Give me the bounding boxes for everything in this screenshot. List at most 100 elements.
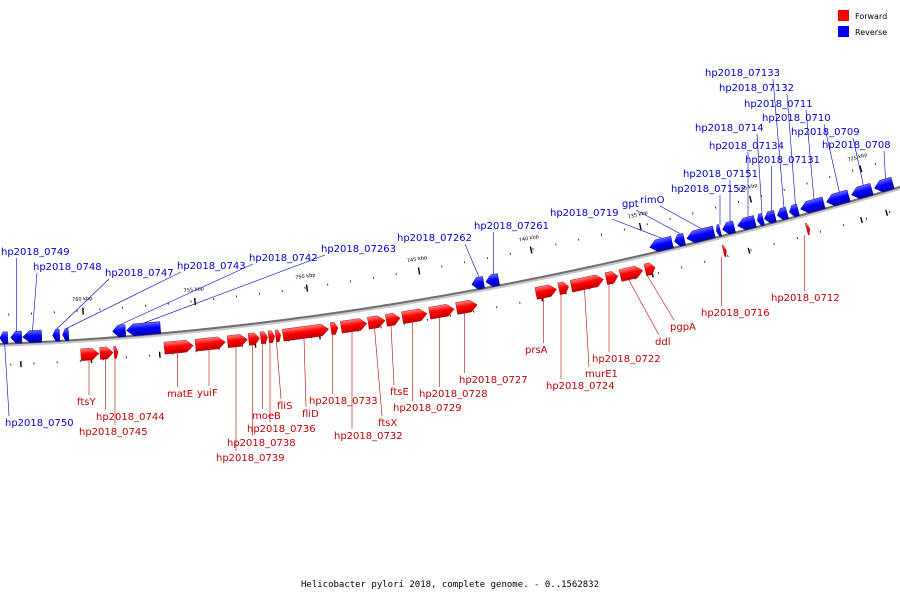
gene-label-hp2018-0712[interactable]: hp2018_0712 [771, 293, 840, 304]
gene-arrow-hp2018-0709[interactable] [850, 183, 874, 200]
gene-label-hp2018-0714[interactable]: hp2018_0714 [695, 123, 764, 134]
gene-arrow-hp2018-0724[interactable] [557, 281, 570, 295]
gene-label-hp2018-0710[interactable]: hp2018_0710 [762, 113, 831, 124]
gene-arrow-hp2018-0738[interactable] [247, 332, 260, 346]
gene-arrow-hp2018-07131[interactable] [763, 209, 777, 224]
gene-arrow-hp2018-0727[interactable] [455, 299, 479, 315]
gene-arrow-hp2018-0736[interactable] [267, 330, 275, 344]
leader-line [32, 272, 38, 331]
gene-label-hp2018-0739[interactable]: hp2018_0739 [216, 453, 285, 464]
gene-arrow-hp2018-0750[interactable] [0, 331, 9, 345]
gene-label-hp2018-0745[interactable]: hp2018_0745 [79, 427, 148, 438]
gene-label-prsa[interactable]: prsA [525, 345, 548, 356]
gene-arrow-hp2018-0714[interactable] [756, 213, 765, 227]
gene-arrow-ftsx[interactable] [367, 315, 386, 330]
gene-arrow-hp2018-0729[interactable] [401, 308, 428, 324]
gene-arrow-mate[interactable] [163, 339, 194, 355]
gene-label-hp2018-0709[interactable]: hp2018_0709 [791, 127, 860, 138]
gene-arrow-hp2018-0743[interactable] [62, 328, 70, 341]
gene-arrow-rimo[interactable] [685, 225, 716, 244]
gene-arrow-hp2018-0711[interactable] [799, 196, 826, 215]
gene-arrow-hp2018-0747[interactable] [52, 328, 61, 342]
gene-label-hp2018-0738[interactable]: hp2018_0738 [227, 438, 296, 449]
gene-arrow-hp2018-07134[interactable] [736, 215, 757, 231]
gene-arrow-ddl[interactable] [618, 265, 644, 282]
gene-label-hp2018-07152[interactable]: hp2018_07152 [671, 184, 746, 195]
gene-label-hp2018-0744[interactable]: hp2018_0744 [96, 412, 165, 423]
gene-label-hp2018-0748[interactable]: hp2018_0748 [33, 262, 102, 273]
gene-label-hp2018-0728[interactable]: hp2018_0728 [419, 389, 488, 400]
gene-arrow-hp2018-0732[interactable] [340, 317, 368, 334]
gene-label-moeb[interactable]: moeB [252, 411, 281, 422]
gene-arrow-hp2018-0749[interactable] [10, 330, 23, 344]
gene-arrow-hp2018-07132[interactable] [788, 203, 800, 218]
leader-line [823, 123, 840, 193]
gene-arrow-hp2018-0739[interactable] [226, 334, 248, 348]
gene-label-hp2018-0727[interactable]: hp2018_0727 [459, 375, 528, 386]
gene-label-hp2018-0724[interactable]: hp2018_0724 [546, 381, 615, 392]
gene-label-hp2018-0733[interactable]: hp2018_0733 [309, 396, 378, 407]
gene-label-hp2018-07261[interactable]: hp2018_07261 [474, 221, 549, 232]
gene-label-hp2018-0742[interactable]: hp2018_0742 [249, 253, 318, 264]
gene-label-mure1[interactable]: murE1 [585, 369, 618, 380]
gene-label-mate[interactable]: matE [167, 389, 193, 400]
gene-arrow-flis[interactable] [274, 329, 281, 343]
gene-arrow-ftsy[interactable] [80, 347, 100, 361]
gene-arrow-hp2018-0742[interactable] [112, 324, 127, 338]
gene-arrow-moeb[interactable] [259, 331, 268, 345]
gene-label-hp2018-07262[interactable]: hp2018_07262 [397, 233, 472, 244]
gene-arrow-hp2018-0744[interactable] [99, 346, 114, 360]
gene-arrow-hp2018-07133[interactable] [776, 206, 789, 221]
gene-arrow-yuif[interactable] [194, 336, 226, 352]
gene-label-hp2018-07132[interactable]: hp2018_07132 [719, 83, 794, 94]
gene-label-hp2018-07134[interactable]: hp2018_07134 [709, 141, 784, 152]
gene-arrow-hp2018-0745[interactable] [113, 346, 119, 359]
gene-arrow-flid[interactable] [282, 323, 329, 342]
gene-arrow-hp2018-07151[interactable] [721, 220, 736, 236]
gene-label-hp2018-0708[interactable]: hp2018_0708 [822, 140, 891, 151]
gene-label-ftsy[interactable]: ftsY [77, 397, 96, 408]
gene-arrow-ftse[interactable] [385, 312, 401, 327]
gene-label-hp2018-07131[interactable]: hp2018_07131 [745, 155, 820, 166]
gene-label-hp2018-0732[interactable]: hp2018_0732 [334, 431, 403, 442]
gene-label-flid[interactable]: fliD [302, 409, 319, 420]
gene-arrow-hp2018-0716[interactable] [721, 244, 728, 258]
gene-label-hp2018-07133[interactable]: hp2018_07133 [705, 68, 780, 79]
gene-label-pgpa[interactable]: pgpA [670, 322, 696, 333]
gene-label-hp2018-0749[interactable]: hp2018_0749 [1, 247, 70, 258]
gene-label-hp2018-0722[interactable]: hp2018_0722 [592, 354, 661, 365]
gene-arrow-hp2018-07262[interactable] [471, 276, 485, 290]
gene-label-hp2018-07263[interactable]: hp2018_07263 [321, 244, 396, 255]
gene-label-hp2018-0729[interactable]: hp2018_0729 [393, 403, 462, 414]
gene-arrow-hp2018-0719[interactable] [648, 235, 674, 253]
gene-label-rimo[interactable]: rimO [640, 195, 665, 206]
gene-arrow-hp2018-0748[interactable] [22, 329, 43, 343]
gene-label-gpt[interactable]: gpt [622, 199, 639, 210]
gene-arrow-pgpa[interactable] [643, 262, 656, 276]
gene-label-ddl[interactable]: ddl [655, 337, 670, 348]
gene-arrow-hp2018-07261[interactable] [485, 273, 500, 288]
gene-label-hp2018-0743[interactable]: hp2018_0743 [177, 261, 246, 272]
gene-arrow-mure1[interactable] [569, 273, 605, 293]
gene-label-hp2018-0736[interactable]: hp2018_0736 [247, 424, 316, 435]
gene-label-hp2018-0711[interactable]: hp2018_0711 [744, 99, 813, 110]
gene-arrow-hp2018-07263[interactable] [126, 321, 162, 337]
gene-label-ftse[interactable]: ftsE [390, 387, 409, 398]
gene-arrow-hp2018-0708[interactable] [873, 176, 895, 194]
gene-arrow-hp2018-07152[interactable] [715, 224, 722, 237]
gene-arrow-hp2018-0733[interactable] [329, 321, 339, 335]
gene-label-yuif[interactable]: yuiF [197, 388, 218, 399]
gene-label-ftsx[interactable]: ftsX [378, 418, 397, 429]
gene-arrow-gpt[interactable] [673, 233, 686, 247]
gene-label-hp2018-0716[interactable]: hp2018_0716 [701, 308, 770, 319]
gene-label-hp2018-0747[interactable]: hp2018_0747 [105, 268, 174, 279]
gene-arrow-hp2018-0728[interactable] [428, 303, 456, 320]
gene-label-hp2018-0719[interactable]: hp2018_0719 [550, 208, 619, 219]
gene-arrow-hp2018-0722[interactable] [604, 270, 619, 285]
gene-arrow-hp2018-0712[interactable] [804, 222, 811, 236]
gene-label-hp2018-0750[interactable]: hp2018_0750 [5, 418, 74, 429]
gene-arrow-prsa[interactable] [534, 283, 558, 300]
gene-arrow-hp2018-0710[interactable] [825, 189, 851, 208]
gene-label-hp2018-07151[interactable]: hp2018_07151 [683, 169, 758, 180]
gene-label-flis[interactable]: fliS [277, 401, 292, 412]
